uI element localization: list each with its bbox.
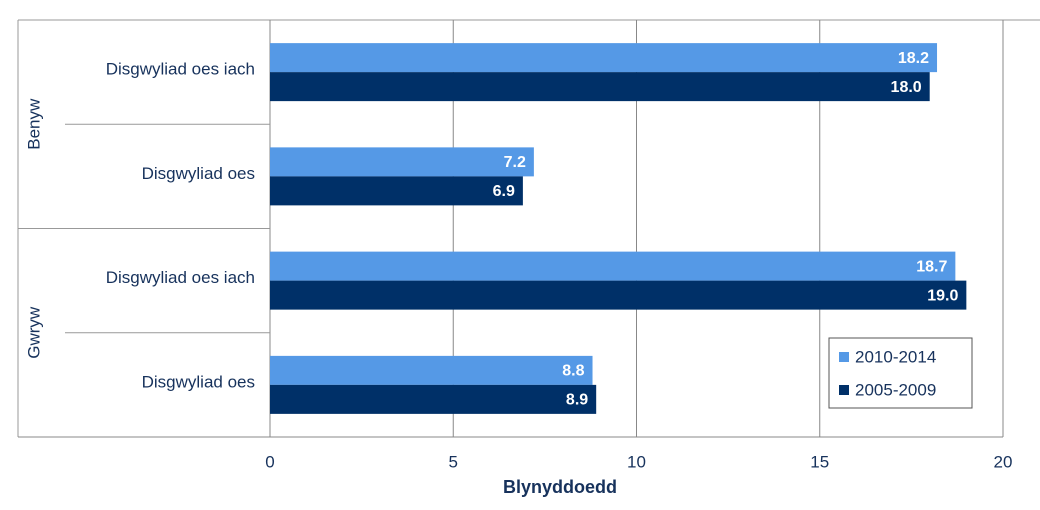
bar [270,280,967,310]
category-label: Disgwyliad oes [142,372,255,391]
value-label: 18.0 [891,79,922,96]
x-tick-label: 10 [627,452,646,471]
legend-label: 2005-2009 [855,380,936,399]
value-label: 8.8 [562,363,584,380]
bar [270,251,956,281]
bar [270,147,534,177]
legend-swatch [839,352,849,362]
x-axis-title: Blynyddoedd [503,477,617,497]
bar [270,72,930,102]
legend-swatch [839,385,849,395]
value-label: 7.2 [504,154,526,171]
x-tick-label: 20 [994,452,1013,471]
category-label: Disgwyliad oes iach [106,60,255,79]
bar [270,43,938,73]
value-label: 18.7 [916,258,947,275]
x-tick-label: 0 [265,452,274,471]
value-label: 6.9 [493,183,515,200]
category-label: Disgwyliad oes [142,164,255,183]
x-tick-label: 15 [810,452,829,471]
value-label: 8.9 [566,392,588,409]
group-label: Gwryw [24,306,43,359]
x-tick-label: 5 [449,452,458,471]
value-label: 18.2 [898,50,929,67]
bar [270,384,597,414]
legend-box [828,337,973,409]
value-label: 19.0 [927,287,958,304]
group-label: Benyw [24,98,43,150]
bar [270,355,593,385]
bar [270,176,523,206]
legend-label: 2010-2014 [855,347,936,366]
category-label: Disgwyliad oes iach [106,268,255,287]
